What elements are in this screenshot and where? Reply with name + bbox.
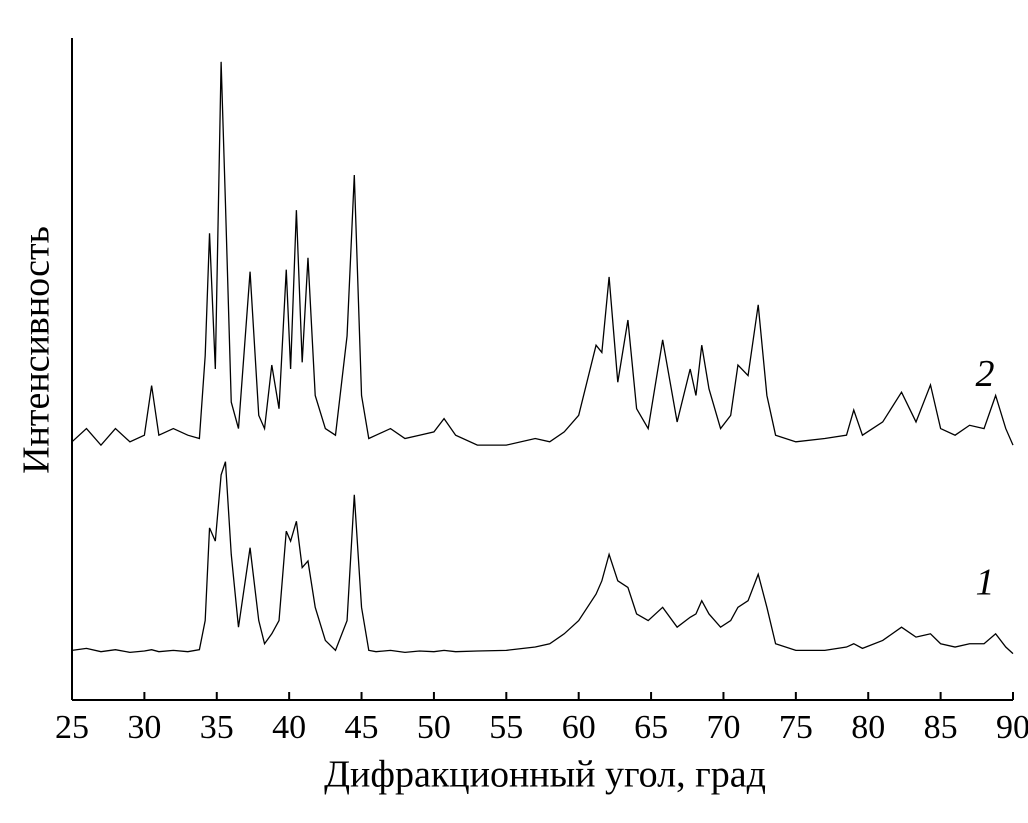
x-tick-label: 60: [562, 709, 596, 746]
x-axis-label: Дифракционный угол, град: [324, 754, 766, 796]
x-tick-label: 90: [996, 709, 1028, 746]
line-series: [71, 61, 1014, 447]
x-tick-label: 80: [851, 709, 885, 746]
y-axis-label: Интенсивность: [16, 226, 58, 474]
x-tick-label: 70: [706, 709, 740, 746]
line-series: [71, 461, 1014, 655]
x-tick-label: 40: [272, 709, 306, 746]
x-tick-label: 85: [924, 709, 958, 746]
x-tick-label: 30: [127, 709, 161, 746]
x-tick-label: 25: [55, 709, 89, 746]
x-tick-label: 75: [779, 709, 813, 746]
x-tick-label: 50: [417, 709, 451, 746]
x-tick-label: 55: [489, 709, 523, 746]
x-tick-label: 45: [345, 709, 379, 746]
x-tick-label: 65: [634, 709, 668, 746]
x-tick-label: 35: [200, 709, 234, 746]
series-label: 1: [976, 561, 995, 603]
series-label: 2: [976, 353, 995, 395]
